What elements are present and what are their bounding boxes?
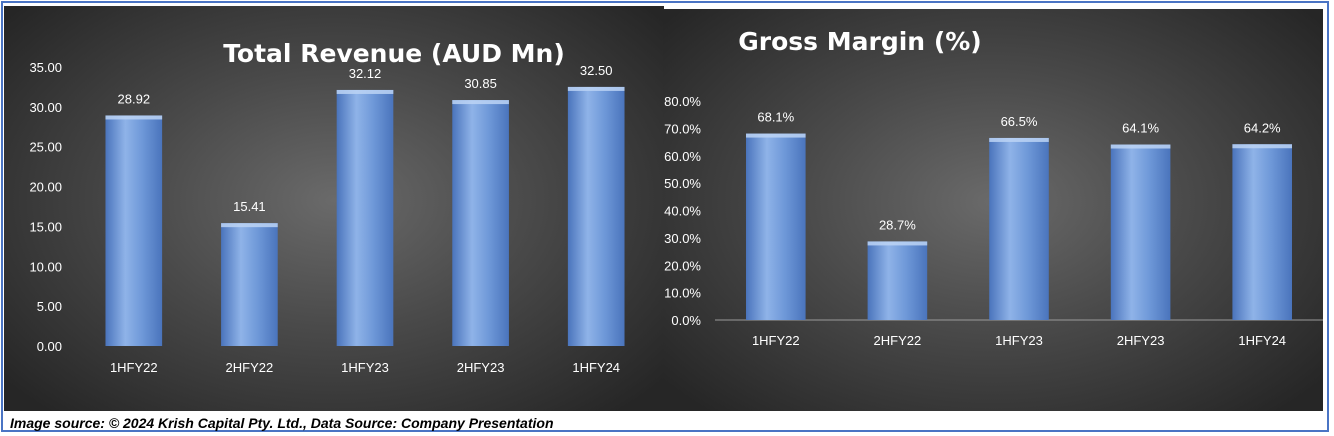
bar-top-highlight [105,115,163,120]
data-label: 15.41 [233,199,266,214]
bar-1hfy24 [567,86,625,346]
bar-1hfy22 [746,133,806,320]
y-tick-label: 0.0% [671,313,701,328]
data-label: 30.85 [464,76,497,91]
revenue-chart: Total Revenue (AUD Mn) 0.00 5.00 10.00 15.00… [29,39,625,375]
y-tick-label: 80.0% [664,94,701,109]
bar-1hfy23 [336,89,394,347]
y-tick-label: 10.0% [664,286,701,301]
bar-1hfy22 [105,115,163,347]
bar-2hfy22 [867,241,928,320]
bar-top-highlight [1232,144,1292,149]
y-tick-label: 70.0% [664,121,701,136]
bar-1hfy24 [1232,144,1292,320]
y-tick-label: 0.00 [37,339,62,354]
data-label: 32.50 [580,63,613,78]
revenue-chart-panel: Total Revenue (AUD Mn) 0.00 5.00 10.00 15.00… [4,6,664,411]
chart-title: Gross Margin (%) [738,27,981,56]
bar-top-highlight [746,133,806,138]
y-tick-label: 35.00 [29,60,62,75]
data-label: 64.2% [1244,120,1281,135]
bar-1hfy23 [989,137,1049,320]
data-label: 28.92 [118,91,151,106]
y-tick-label: 50.0% [664,176,701,191]
bar-top-highlight [336,89,394,94]
x-tick-label: 2HFY23 [1117,333,1165,348]
y-tick-label: 60.0% [664,149,701,164]
x-tick-label: 1HFY22 [110,360,158,375]
y-tick-label: 40.0% [664,204,701,219]
x-tick-label: 2HFY23 [457,360,505,375]
chart-title: Total Revenue (AUD Mn) [223,39,565,68]
x-tick-label: 1HFY22 [752,333,800,348]
bar-2hfy22 [221,223,278,346]
x-tick-label: 2HFY22 [874,333,922,348]
x-tick-label: 1HFY23 [341,360,389,375]
bar-top-highlight [1110,144,1171,149]
bar-top-highlight [989,137,1049,142]
y-tick-label: 20.0% [664,258,701,273]
bar-top-highlight [867,241,928,246]
y-tick-label: 25.00 [29,140,62,155]
y-tick-label: 5.00 [37,299,62,314]
bar-2hfy23 [1110,144,1171,320]
data-label: 66.5% [1001,114,1038,129]
x-tick-label: 1HFY24 [572,360,620,375]
bar-top-highlight [221,223,278,228]
y-tick-label: 30.0% [664,231,701,246]
data-label: 28.7% [879,217,916,232]
data-label: 64.1% [1122,121,1159,136]
data-label: 32.12 [349,66,382,81]
y-tick-label: 10.00 [29,259,62,274]
y-tick-label: 15.00 [29,219,62,234]
bar-top-highlight [567,86,625,91]
image-source-caption: Image source: © 2024 Krish Capital Pty. … [10,415,554,431]
x-tick-label: 1HFY24 [1238,333,1286,348]
y-tick-label: 20.00 [29,180,62,195]
gross-margin-chart: Gross Margin (%) 0.0% 10.0% 20.0% 30.0% 40.0%… [664,27,1323,348]
bar-top-highlight [452,100,509,105]
gross-margin-chart-panel: Gross Margin (%) 0.0% 10.0% 20.0% 30.0% 40.0%… [663,9,1323,411]
y-tick-label: 30.00 [29,100,62,115]
bar-2hfy23 [452,100,509,347]
x-tick-label: 1HFY23 [995,333,1043,348]
data-label: 68.1% [757,110,794,125]
x-tick-label: 2HFY22 [226,360,274,375]
